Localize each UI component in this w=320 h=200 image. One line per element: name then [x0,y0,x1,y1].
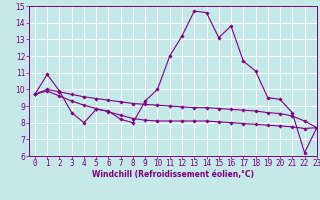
X-axis label: Windchill (Refroidissement éolien,°C): Windchill (Refroidissement éolien,°C) [92,170,254,179]
